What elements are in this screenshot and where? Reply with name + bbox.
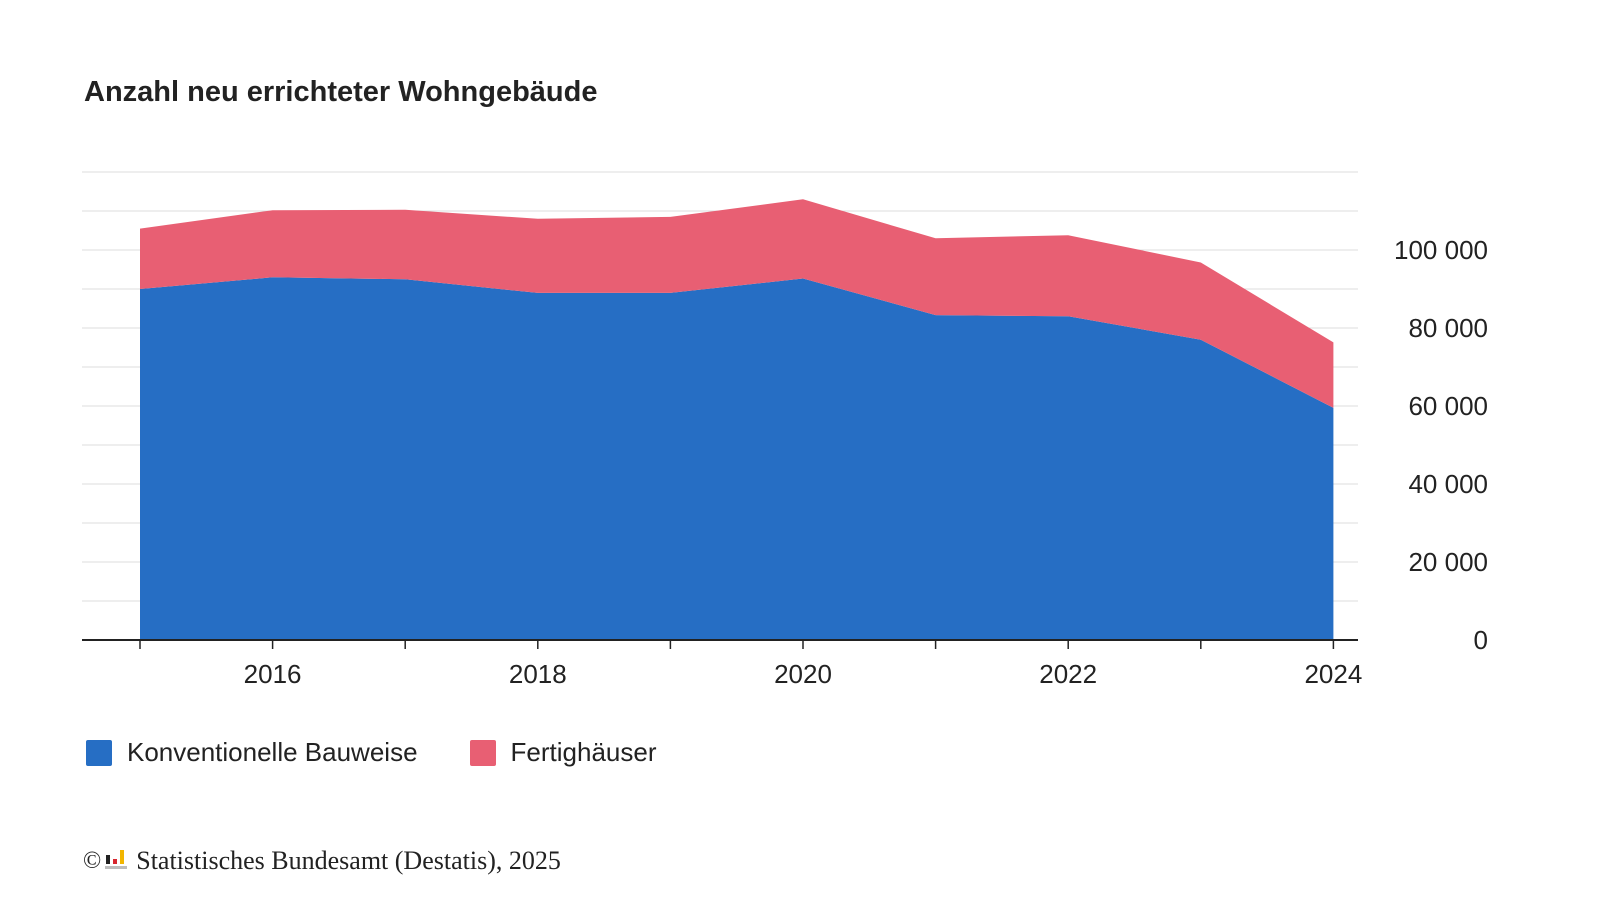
x-tick-label-2022: 2022 [1039, 659, 1097, 689]
x-axis: 2016 2018 2020 2022 2024 [82, 639, 1362, 689]
y-axis: 0 20 000 40 000 60 000 80 000 100 000 [1394, 235, 1488, 655]
legend-swatch-konventionelle-bauweise [86, 739, 112, 766]
y-tick-label: 40 000 [1408, 469, 1488, 499]
source-text: Statistisches Bundesamt (Destatis), 2025 [136, 846, 561, 875]
y-tick-label: 0 [1474, 625, 1488, 655]
x-tick-label-2024: 2024 [1304, 659, 1362, 689]
plot-area [140, 199, 1334, 640]
destatis-logo-icon [105, 850, 128, 869]
legend-swatch-fertighaeuser [469, 739, 496, 766]
legend-item-fertighaeuser[interactable]: Fertighäuser [469, 737, 657, 768]
chart-title: Anzahl neu errichteter Wohngebäude [84, 76, 598, 108]
x-tick-label-2018: 2018 [509, 659, 567, 689]
x-tick-label-2016: 2016 [244, 659, 302, 689]
legend-item-konventionelle-bauweise[interactable]: Konventionelle Bauweise [86, 737, 418, 768]
y-tick-label: 80 000 [1408, 313, 1488, 343]
legend-label-konventionelle-bauweise: Konventionelle Bauweise [127, 737, 418, 767]
y-tick-label: 100 000 [1394, 235, 1488, 265]
copyright-symbol: © [83, 847, 102, 874]
legend: Konventionelle Bauweise Fertighäuser [86, 737, 657, 768]
x-tick-label-2020: 2020 [774, 659, 832, 689]
legend-label-fertighaeuser: Fertighäuser [510, 737, 657, 767]
source-credit: © Statistisches Bundesamt (Destatis), 20… [83, 846, 561, 876]
area-series-konventionelle-bauweise [140, 277, 1334, 640]
y-tick-label: 20 000 [1408, 547, 1488, 577]
area-series-fertighaeuser [140, 199, 1334, 408]
y-tick-label: 60 000 [1408, 391, 1488, 421]
